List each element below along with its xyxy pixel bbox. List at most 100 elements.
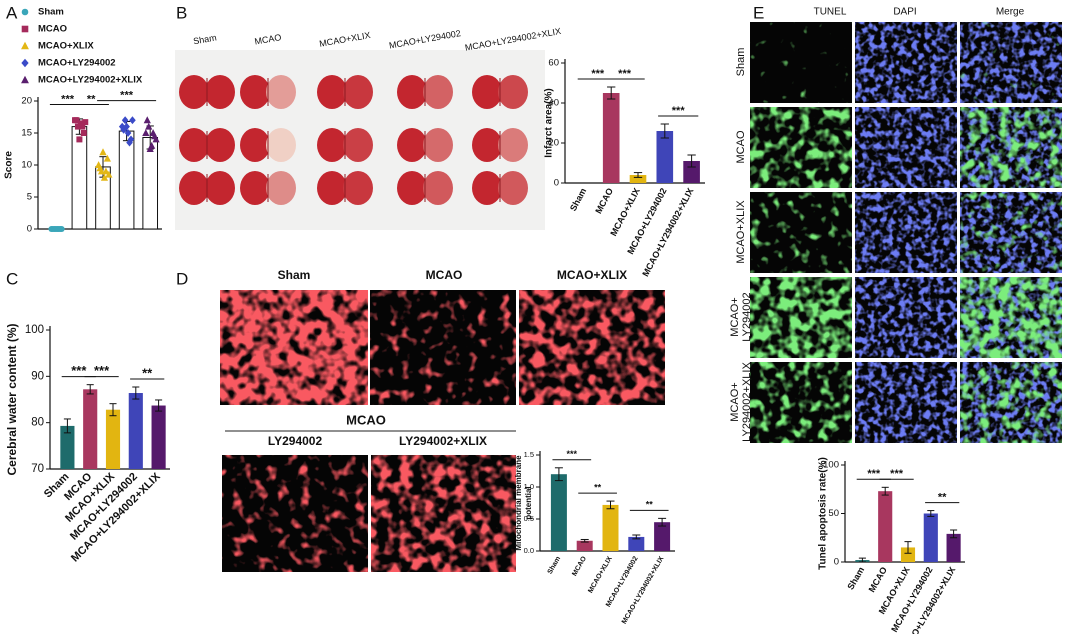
row-label: LY294002	[741, 292, 753, 341]
error-bar	[660, 123, 669, 139]
micrograph-signal	[750, 22, 852, 103]
brain-slice	[317, 171, 347, 205]
micrograph-signal	[750, 362, 852, 443]
legend-label: MCAO+LY294002+XLIX	[38, 75, 143, 86]
micrograph-signal	[855, 107, 957, 188]
brain-slice	[397, 128, 427, 162]
micrograph-signal	[960, 362, 1062, 443]
data-point	[79, 123, 86, 130]
bar	[151, 405, 166, 469]
x-tick-label: MCAO+LY294002+XLIX	[640, 186, 695, 278]
row-label: MCAO+XLIX	[735, 200, 747, 264]
bar	[946, 533, 961, 562]
column-label: MCAO+XLIX	[557, 268, 627, 282]
data-point	[124, 129, 132, 137]
error-bar	[632, 534, 641, 540]
micrograph-signal	[750, 277, 852, 358]
bar	[900, 547, 916, 562]
micrograph-signal	[855, 192, 957, 273]
brain-slice	[343, 171, 373, 205]
y-axis-label: Infarct area(%)	[544, 88, 555, 157]
significance-label: ***	[94, 363, 110, 378]
y-tick-label: 100	[25, 324, 44, 336]
y-tick-label: 15	[21, 128, 32, 139]
significance-label: ***	[591, 68, 605, 80]
x-tick-label: MCAO	[593, 186, 615, 215]
x-tick-label: Sham	[845, 565, 866, 591]
brain-slice	[397, 171, 427, 205]
brain-slice	[317, 75, 347, 109]
brain-slice	[240, 128, 270, 162]
data-point	[120, 125, 127, 134]
data-point	[77, 120, 84, 127]
brain-slice	[179, 75, 209, 109]
error-bar	[633, 172, 643, 178]
y-tick-label: 5	[27, 192, 32, 203]
panel-label: B	[176, 3, 187, 22]
column-label: LY294002	[268, 434, 323, 448]
error-bar	[927, 510, 935, 517]
brain-slice	[266, 128, 296, 162]
bar	[602, 93, 620, 183]
column-label: Sham	[192, 32, 217, 46]
significance-label: ***	[71, 363, 87, 378]
y-tick-label: 40	[548, 98, 559, 109]
column-label: MCAO	[254, 32, 282, 47]
row-label: MCAO	[735, 130, 747, 163]
micrograph-signal	[960, 107, 1062, 188]
brain-slice	[240, 75, 270, 109]
significance-label: ***	[120, 90, 134, 102]
significance-label: ***	[867, 468, 881, 480]
data-point	[126, 138, 133, 147]
significance-label: **	[938, 491, 947, 503]
data-point	[121, 116, 129, 125]
micrograph-signal	[371, 455, 516, 572]
y-tick-label: 0	[834, 557, 839, 568]
row-label: MCAO+	[729, 297, 741, 336]
brain-slice	[317, 128, 347, 162]
bar	[576, 540, 593, 551]
error-bar	[858, 557, 866, 563]
data-point	[143, 116, 151, 124]
column-label: MCAO+LY294002+XLIX	[464, 26, 562, 53]
bar	[923, 513, 938, 562]
brain-slice	[266, 171, 296, 205]
legend-label: Sham	[38, 7, 64, 18]
brain-slice	[205, 128, 235, 162]
column-label: MCAO+LY294002	[388, 28, 461, 50]
bar	[118, 130, 135, 230]
x-tick-label: MCAO	[867, 565, 889, 594]
significance-label: ***	[618, 68, 632, 80]
micrograph-signal	[750, 107, 852, 188]
micrograph-signal	[370, 290, 516, 405]
data-point	[142, 129, 150, 136]
brain-slice	[423, 128, 453, 162]
brain-slice	[498, 75, 528, 109]
significance-label: **	[646, 500, 654, 510]
micrograph-signal	[222, 455, 368, 572]
error-bar	[658, 517, 667, 527]
bar	[128, 393, 143, 469]
micrograph-signal	[855, 362, 957, 443]
bar	[105, 409, 121, 469]
data-point	[96, 164, 104, 172]
data-point	[99, 148, 107, 156]
panel-label: E	[753, 3, 764, 22]
bar	[602, 504, 619, 551]
data-point	[146, 145, 154, 152]
micrograph-signal	[750, 192, 852, 273]
row-label: Sham	[735, 48, 747, 77]
data-point	[102, 167, 110, 175]
y-tick-label: 0	[554, 178, 559, 189]
significance-label: ***	[61, 93, 75, 105]
significance-label: ***	[567, 449, 578, 459]
column-label: LY294002+XLIX	[399, 434, 487, 448]
data-point	[82, 119, 89, 126]
error-bar	[580, 538, 589, 543]
y-tick-label: 90	[31, 370, 44, 382]
significance-label: **	[594, 482, 602, 492]
data-point	[149, 129, 157, 136]
y-tick-label: 0	[27, 224, 32, 235]
brain-slice	[205, 75, 235, 109]
y-tick-label: 0.5	[524, 514, 534, 523]
